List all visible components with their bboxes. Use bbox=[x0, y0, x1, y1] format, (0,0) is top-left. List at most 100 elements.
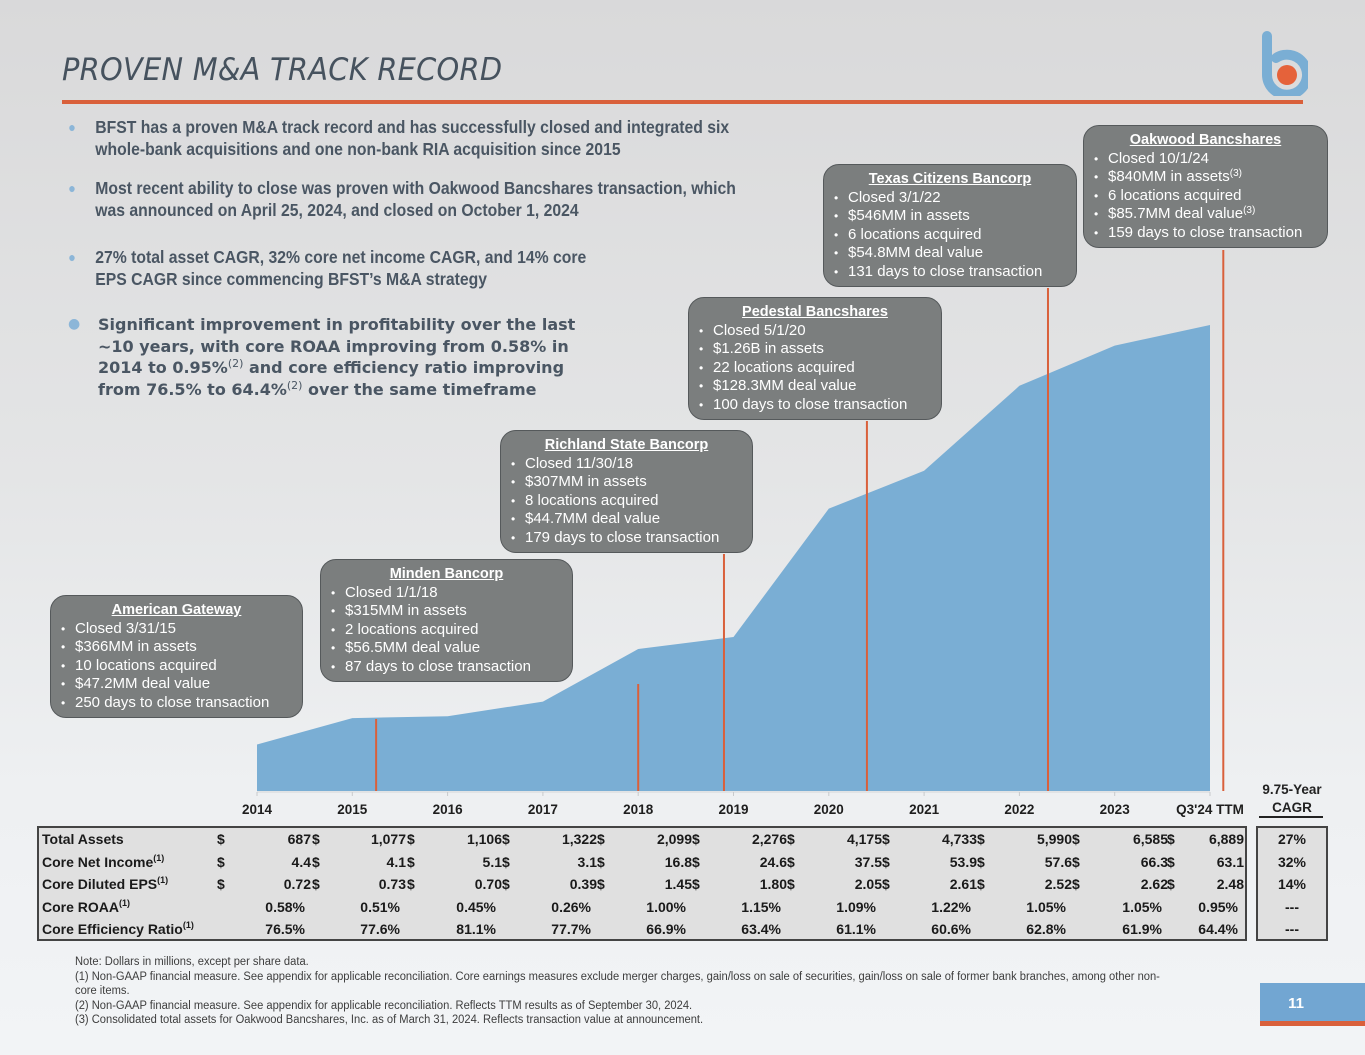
table-cell: 64.4% bbox=[1198, 921, 1238, 937]
bullet-dot-icon: ● bbox=[68, 249, 76, 265]
table-cell: 1.09% bbox=[836, 898, 876, 915]
table-row: Core ROAA(1) 0.58% 0.51% 0.45% 0.26% 1.00% 1.1… bbox=[39, 896, 1245, 919]
table-cell: 1.15% bbox=[741, 898, 781, 915]
currency-symbol: $ bbox=[407, 831, 415, 847]
table-cell: 77.6% bbox=[360, 921, 400, 937]
x-tick-label: Q3'24 TTM bbox=[1176, 802, 1244, 817]
footnote-ref: (2) bbox=[227, 357, 244, 370]
table-cell: 0.73 bbox=[378, 876, 406, 892]
cagr-header-line: 9.75-Year bbox=[1262, 782, 1322, 797]
currency-symbol: $ bbox=[312, 853, 320, 870]
cagr-cell: 14% bbox=[1277, 876, 1307, 892]
deal-detail: 6 locations acquired bbox=[834, 226, 1066, 245]
deal-detail: $546MM in assets bbox=[834, 207, 1066, 226]
table-cell: 2.61 bbox=[949, 876, 977, 892]
deal-detail: 22 locations acquired bbox=[699, 359, 931, 378]
deal-name: American Gateway bbox=[111, 602, 242, 618]
table-cell: 63.4% bbox=[741, 921, 781, 937]
financial-metrics-table: Total Assets $687 $1,077 $1,106 $1,322 $2,099… bbox=[37, 826, 1247, 941]
table-cell: 66.3 bbox=[1140, 853, 1168, 870]
deal-detail: $840MM in assets(3) bbox=[1094, 168, 1317, 187]
bullet-text: Significant improvement in profitability… bbox=[98, 315, 576, 334]
bullet-text: ~10 years, with core ROAA improving from… bbox=[98, 336, 569, 356]
table-cell: 66.9% bbox=[646, 921, 686, 937]
page-number: 11 bbox=[1288, 995, 1304, 1012]
table-cell: 1.00% bbox=[646, 898, 686, 915]
currency-symbol: $ bbox=[312, 831, 320, 847]
total-assets-area bbox=[257, 325, 1210, 791]
table-cell: 1.05% bbox=[1026, 898, 1066, 915]
table-cell: 2.05 bbox=[854, 876, 882, 892]
x-tick-label: 2014 bbox=[241, 802, 273, 817]
table-cell: 76.5% bbox=[265, 921, 305, 937]
x-tick-label: 2016 bbox=[432, 802, 463, 817]
bullet-dot-icon: ● bbox=[68, 316, 81, 332]
title-divider bbox=[62, 100, 1303, 104]
deal-detail: $47.2MM deal value bbox=[61, 675, 292, 694]
deal-detail: 159 days to close transaction bbox=[1094, 224, 1317, 243]
table-cell: 6,585 bbox=[1132, 831, 1168, 847]
deal-detail: 10 locations acquired bbox=[61, 657, 292, 676]
table-cell: 2,099 bbox=[656, 831, 692, 847]
footnote: (1) Non-GAAP financial measure. See appe… bbox=[75, 970, 1160, 983]
deal-detail: Closed 11/30/18 bbox=[511, 455, 742, 474]
deal-name: Pedestal Bancshares bbox=[742, 304, 888, 320]
table-cell: 24.6 bbox=[759, 853, 787, 870]
deal-detail: $128.3MM deal value bbox=[699, 377, 931, 396]
table-cell: 4,733 bbox=[941, 831, 977, 847]
currency-symbol: $ bbox=[882, 831, 890, 847]
footnote-ref: (3) bbox=[1229, 168, 1242, 180]
cagr-header-underline bbox=[1259, 816, 1323, 818]
deal-name: Oakwood Bancshares bbox=[1129, 132, 1282, 148]
table-cell: 4.4 bbox=[291, 853, 311, 870]
x-tick-label: 2021 bbox=[909, 802, 940, 817]
deal-detail: Closed 5/1/20 bbox=[699, 322, 931, 341]
currency-symbol: $ bbox=[1167, 853, 1175, 870]
bullet-text: and core efficiency ratio improving bbox=[243, 358, 565, 377]
currency-symbol: $ bbox=[502, 876, 510, 892]
currency-symbol: $ bbox=[977, 831, 985, 847]
deal-detail: 179 days to close transaction bbox=[511, 529, 742, 548]
deal-detail: 131 days to close transaction bbox=[834, 263, 1066, 282]
table-cell: 1.22% bbox=[931, 898, 971, 915]
table-cell: 0.70 bbox=[474, 876, 502, 892]
table-cell: 0.26% bbox=[551, 898, 591, 915]
cagr-header: 9.75-Year CAGR bbox=[1258, 781, 1326, 817]
table-cell: 687 bbox=[287, 831, 311, 847]
table-row: Core Diluted EPS(1) $0.72 $0.73 $0.70 $0.39 $… bbox=[39, 873, 1245, 896]
table-cell: 37.5 bbox=[854, 853, 882, 870]
bullet-dot-icon: ● bbox=[68, 180, 76, 196]
deal-detail: $366MM in assets bbox=[61, 638, 292, 657]
x-tick-label: 2022 bbox=[1004, 802, 1035, 817]
table-cell: 4.1 bbox=[386, 853, 406, 870]
deal-detail: $1.26B in assets bbox=[699, 340, 931, 359]
deal-detail: 6 locations acquired bbox=[1094, 187, 1317, 206]
currency-symbol: $ bbox=[1072, 831, 1080, 847]
page-number-badge: 11 bbox=[1260, 983, 1365, 1023]
deal-name: Minden Bancorp bbox=[389, 566, 504, 582]
bullet-text: EPS CAGR since commencing BFST’s M&A str… bbox=[95, 269, 488, 289]
x-tick-label: 2020 bbox=[813, 802, 844, 817]
currency-symbol: $ bbox=[407, 853, 415, 870]
table-cell: 61.9% bbox=[1122, 921, 1162, 937]
table-cell: 5,990 bbox=[1036, 831, 1072, 847]
table-cell: 2.62 bbox=[1140, 876, 1168, 892]
bullet-text: whole-bank acquisitions and one non-bank… bbox=[95, 139, 621, 159]
x-tick-label: 2015 bbox=[337, 802, 368, 817]
x-tick-label: 2019 bbox=[718, 802, 749, 817]
currency-symbol: $ bbox=[787, 876, 795, 892]
footnotes: Note: Dollars in millions, except per sh… bbox=[75, 955, 1250, 1028]
deal-callout-american-gateway: American Gateway Closed 3/31/15 $366MM i… bbox=[50, 595, 303, 718]
deal-detail: 100 days to close transaction bbox=[699, 396, 931, 415]
cagr-cell: --- bbox=[1285, 921, 1299, 937]
deal-detail: $54.8MM deal value bbox=[834, 244, 1066, 263]
footnote: (2) Non-GAAP financial measure. See appe… bbox=[75, 999, 693, 1012]
x-tick-label: 2023 bbox=[1099, 802, 1130, 817]
currency-symbol: $ bbox=[217, 876, 225, 892]
bullet-text: 27% total asset CAGR, 32% core net incom… bbox=[95, 247, 587, 267]
cagr-column: 27% 32% 14% --- --- bbox=[1256, 826, 1328, 941]
footnote-ref: (1) bbox=[182, 920, 194, 930]
table-cell: 0.72 bbox=[283, 876, 311, 892]
deal-detail: 250 days to close transaction bbox=[61, 694, 292, 713]
